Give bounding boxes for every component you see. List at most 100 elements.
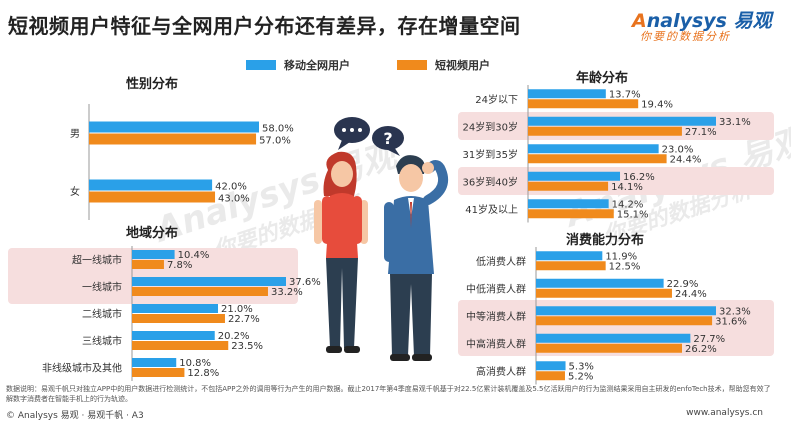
chart-0-category-label: 男 [70, 128, 80, 140]
chart-1-data-label: 10.4% [178, 250, 210, 261]
chart-3-bar-short-video [536, 261, 606, 271]
chart-1-bar-short-video [132, 341, 229, 350]
highlight-age-36-40 [458, 167, 774, 195]
chart-2-data-label: 16.2% [623, 172, 655, 183]
chart-1-category-label: 三线城市 [82, 335, 122, 348]
chart-3-bar-short-video [536, 288, 672, 298]
chart-0-bar-short-video [89, 133, 257, 145]
man-figure [384, 155, 448, 361]
chart-3-data-label: 31.6% [715, 316, 747, 327]
chart-1-data-label: 20.2% [218, 331, 250, 342]
chart-3-data-label: 27.7% [693, 334, 725, 345]
chart-2-category-label: 31岁到35岁 [463, 148, 518, 161]
chart-2-data-label: 27.1% [685, 127, 717, 138]
chart-2-data-label: 19.4% [641, 99, 673, 110]
chart-2-data-label: 13.7% [609, 89, 641, 100]
chart-3-data-label: 26.2% [685, 344, 717, 355]
chart-2-bar-short-video [528, 126, 682, 136]
chart-1-bar-mobile [132, 304, 219, 313]
chart-1-data-label: 33.2% [271, 287, 303, 298]
chart-3-bar-mobile [536, 278, 664, 288]
chart-2-data-label: 23.0% [662, 144, 694, 155]
logo-slogan: 你要的数据分析 [640, 30, 731, 43]
chart-2-category-label: 24岁到30岁 [463, 120, 518, 133]
chart-3-data-label: 22.9% [667, 279, 699, 290]
chart-2-data-label: 33.1% [719, 117, 751, 128]
legend-swatch-mobile [246, 60, 276, 70]
chart-3-category-label: 高消费人群 [476, 365, 526, 378]
chart-1-bar-mobile [132, 250, 175, 259]
chart-2-bar-mobile [528, 89, 606, 99]
chart-3-bar-mobile [536, 251, 603, 261]
chart-3-bar-short-video [536, 316, 713, 326]
brand-logo: Analysys 易观 你要的数据分析 [632, 6, 782, 46]
chart-0-data-label: 57.0% [259, 136, 291, 147]
chart-0-data-label: 42.0% [215, 182, 247, 193]
chart-0-bar-mobile [89, 121, 259, 133]
legend-item-mobile: 移动全网用户 [246, 57, 350, 73]
chart-3-category-label: 低消费人群 [476, 255, 526, 268]
legend-item-short-video: 短视频用户 [397, 57, 490, 73]
legend-swatch-short-video [397, 60, 427, 70]
chart-3-data-label: 5.3% [569, 361, 594, 372]
footer-website: www.analysys.cn [686, 408, 763, 418]
chart-1-data-label: 21.0% [221, 304, 253, 315]
chart-2-bar-short-video [528, 209, 614, 219]
chart-2-bar-mobile [528, 116, 716, 126]
svg-text:?: ? [383, 129, 392, 148]
chart-1-data-label: 7.8% [167, 260, 192, 271]
chart-3-category-label: 中低消费人群 [466, 282, 526, 295]
chart-3-category-label: 中等消费人群 [466, 310, 526, 323]
logo-wordmark: Analysys 易观 [632, 10, 772, 32]
chart-0-bar-mobile [89, 179, 213, 191]
chart-1-data-label: 23.5% [231, 341, 263, 352]
speech-bubble-icon-right: ? [372, 126, 404, 156]
chart-1-category-label: 非线级城市及其他 [42, 362, 122, 375]
chart-2-data-label: 14.2% [612, 199, 644, 210]
chart-title-region: 地域分布 [126, 226, 179, 241]
chart-2-category-label: 41岁及以上 [465, 203, 518, 216]
chart-1-data-label: 22.7% [228, 314, 260, 325]
page-title: 短视频用户特征与全网用户分布还有差异，存在增量空间 [8, 14, 521, 38]
chart-2-category-label: 24岁以下 [475, 93, 518, 106]
chart-2-bar-short-video [528, 181, 609, 191]
footer-copyright: © Analysys 易观 · 易观千帆 · A3 [6, 411, 144, 421]
chart-3-data-label: 5.2% [568, 371, 593, 382]
chart-0-data-label: 43.0% [218, 194, 250, 205]
chart-1-bar-short-video [132, 260, 164, 269]
chart-3-bar-mobile [536, 306, 716, 316]
chart-title-age: 年龄分布 [576, 71, 629, 86]
chart-2-bar-short-video [528, 154, 667, 164]
chart-2-bar-short-video [528, 99, 639, 109]
chart-2-bar-mobile [528, 144, 659, 154]
data-footnote: 数据说明：易观千帆只对独立APP中的用户数据进行检测统计，不包括APP之外的调用… [6, 385, 771, 403]
chart-1-bar-short-video [132, 314, 225, 323]
legend-label-short-video: 短视频用户 [435, 59, 490, 72]
chart-2-bar-mobile [528, 171, 621, 181]
people-illustration: ? [314, 117, 448, 361]
chart-3-bar-short-video [536, 343, 683, 353]
chart-1-category-label: 一线城市 [82, 281, 122, 294]
chart-3-data-label: 12.5% [609, 261, 641, 272]
chart-3-bar-mobile [536, 361, 566, 371]
chart-1-data-label: 12.8% [187, 368, 219, 379]
chart-title-consumption: 消费能力分布 [566, 233, 645, 248]
chart-1-data-label: 37.6% [289, 277, 321, 288]
legend-label-mobile: 移动全网用户 [284, 59, 350, 72]
chart-1-bar-short-video [132, 368, 185, 377]
chart-0-data-label: 58.0% [262, 124, 294, 135]
chart-3-bar-mobile [536, 333, 691, 343]
chart-1-data-label: 10.8% [179, 358, 211, 369]
chart-3-bar-short-video [536, 371, 565, 381]
chart-1-category-label: 二线城市 [82, 308, 122, 321]
chart-1-bar-mobile [132, 358, 177, 367]
woman-figure [314, 151, 368, 353]
chart-0-category-label: 女 [70, 185, 80, 198]
chart-2-data-label: 24.4% [670, 154, 702, 165]
chart-3-data-label: 11.9% [605, 251, 637, 262]
chart-2-bar-mobile [528, 199, 609, 209]
chart-title-gender: 性别分布 [126, 77, 179, 92]
chart-0-bar-short-video [89, 191, 216, 203]
chart-2-category-label: 36岁到40岁 [463, 175, 518, 188]
